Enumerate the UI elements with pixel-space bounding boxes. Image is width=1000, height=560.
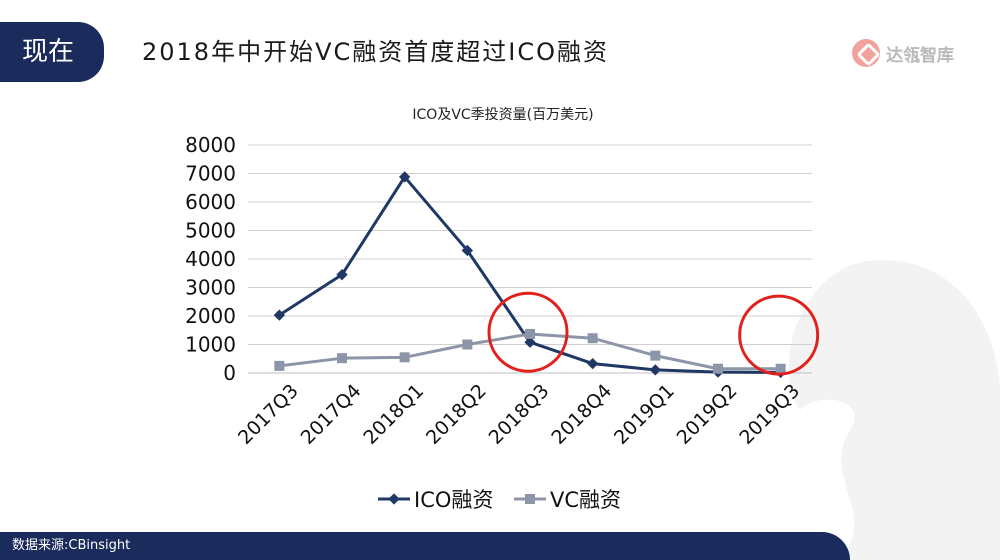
chart-title: ICO及VC季投资量(百万美元) — [412, 107, 593, 123]
square-marker — [462, 339, 473, 350]
diamond-marker — [273, 309, 285, 321]
y-tick-label: 0 — [223, 361, 236, 385]
diamond-marker — [336, 269, 348, 281]
watermark-shape-icon — [788, 260, 1000, 560]
highlight-annotations — [487, 291, 820, 376]
y-tick-label: 6000 — [185, 190, 236, 214]
x-tick-label: 2019Q2 — [673, 380, 742, 449]
section-tab: 现在 — [0, 22, 104, 82]
y-tick-label: 4000 — [185, 247, 236, 271]
page-title: 2018年中开始VC融资首度超过ICO融资 — [142, 38, 609, 66]
y-axis-ticks: 0 1000 2000 3000 4000 5000 6000 7000 8000 — [185, 133, 236, 385]
square-marker — [525, 494, 535, 504]
x-tick-label: 2019Q1 — [610, 380, 679, 449]
square-marker — [399, 352, 410, 363]
x-tick-label: 2018Q3 — [485, 380, 554, 449]
square-marker — [650, 350, 661, 361]
y-tick-label: 2000 — [185, 304, 236, 328]
diamond-marker — [399, 171, 411, 183]
diamond-marker — [649, 364, 661, 376]
highlight-circle — [487, 291, 569, 373]
x-tick-label: 2017Q3 — [234, 380, 303, 449]
x-tick-label: 2018Q2 — [422, 380, 491, 449]
x-tick-label: 2018Q1 — [359, 380, 428, 449]
diamond-marker — [524, 336, 536, 348]
diamond-marker — [461, 244, 473, 257]
y-tick-label: 7000 — [185, 162, 236, 186]
diamond-marker — [388, 493, 400, 505]
x-tick-label: 2018Q4 — [547, 380, 616, 449]
square-marker — [587, 333, 598, 344]
x-axis-ticks: 2017Q32017Q42018Q12018Q22018Q32018Q42019… — [234, 380, 804, 449]
legend-label: VC融资 — [550, 488, 621, 512]
highlight-circle — [738, 294, 820, 376]
square-marker — [525, 328, 535, 339]
square-marker — [713, 363, 723, 374]
y-tick-label: 5000 — [185, 219, 236, 243]
square-marker — [274, 360, 285, 371]
brand-logo: 达瓴智库 — [852, 38, 954, 68]
chart-legend: ICO融资 VC融资 — [378, 488, 621, 512]
x-tick-label: 2017Q4 — [297, 380, 366, 449]
square-marker — [775, 363, 786, 374]
diamond-marker — [587, 357, 599, 370]
x-tick-label: 2019Q3 — [735, 380, 804, 449]
square-marker — [337, 353, 347, 364]
legend-label: ICO融资 — [414, 488, 493, 512]
source-footer: 数据来源:CBinsight — [0, 532, 850, 560]
y-tick-label: 1000 — [185, 333, 236, 357]
y-tick-label: 3000 — [185, 276, 236, 300]
logo-text: 达瓴智库 — [886, 45, 954, 66]
logo-mark-icon — [852, 39, 880, 67]
y-tick-label: 8000 — [185, 133, 236, 157]
